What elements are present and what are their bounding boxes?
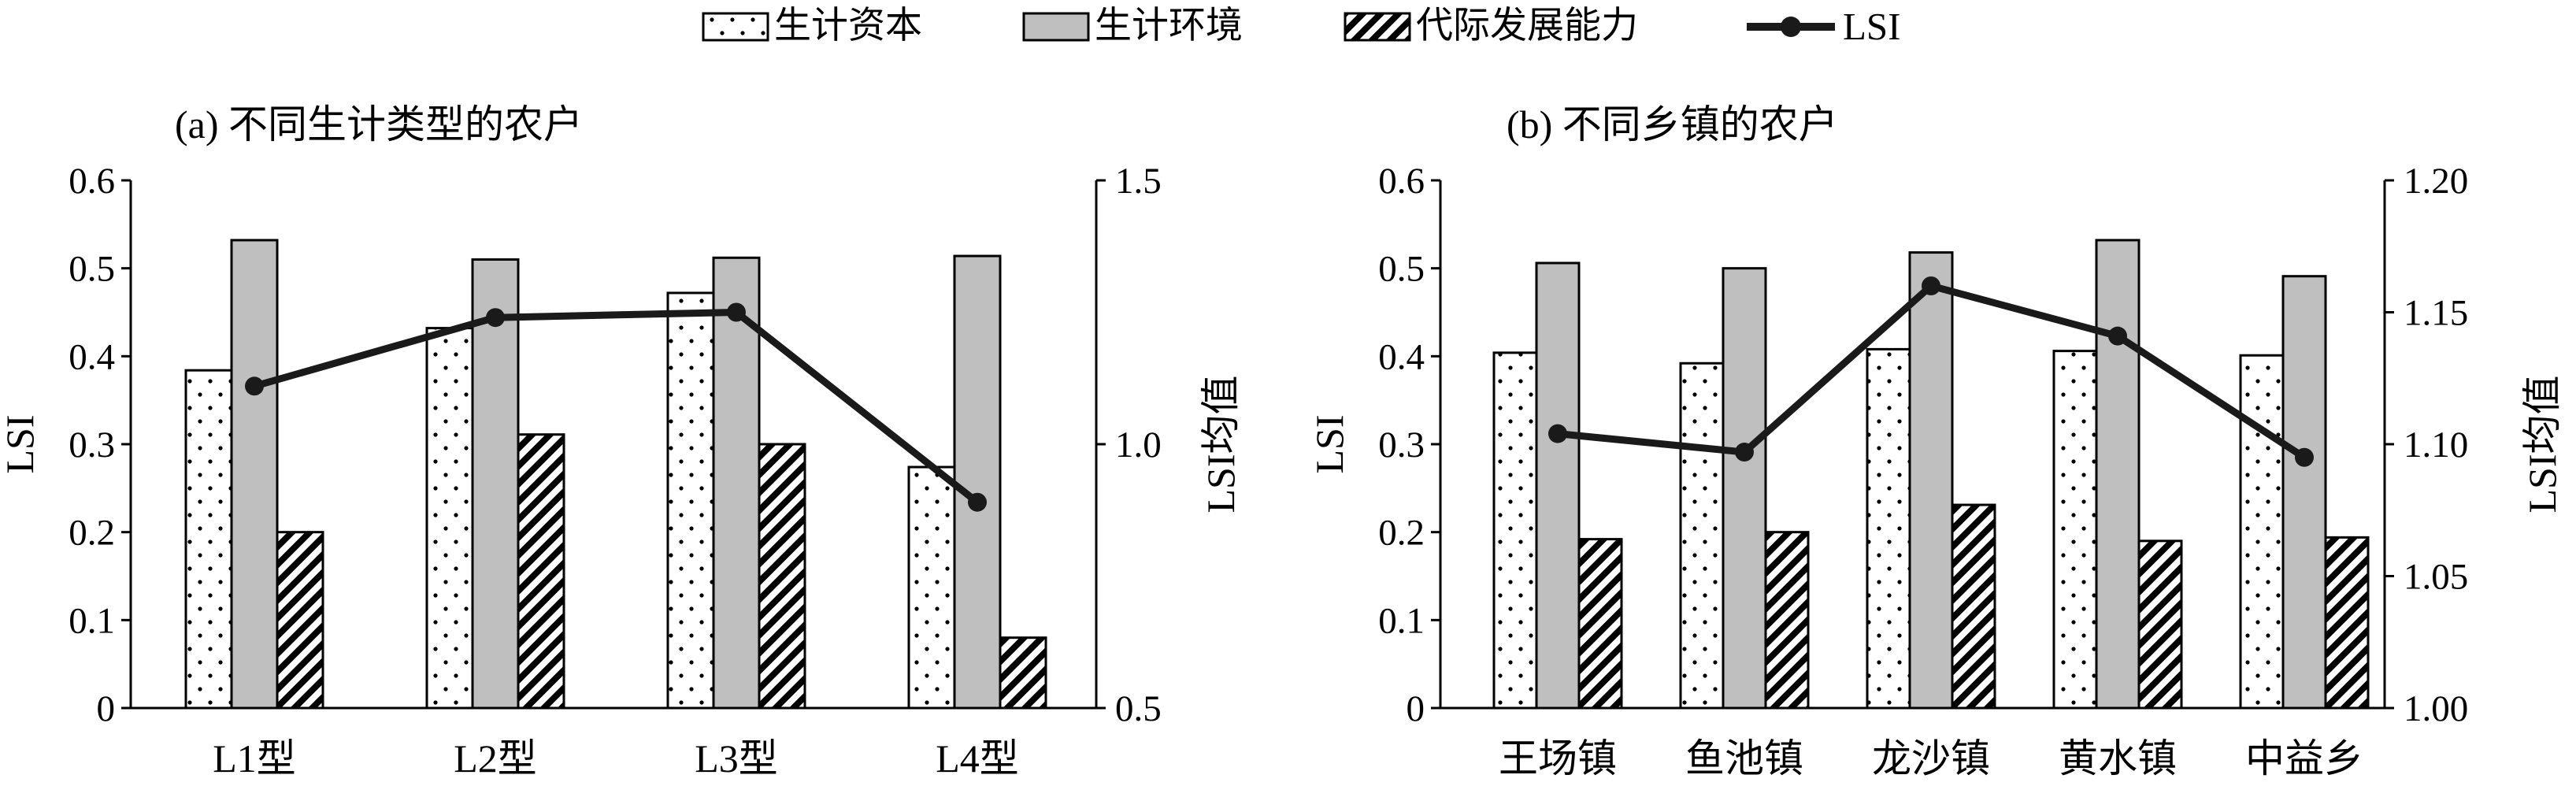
legend-label-intergenerational: 代际发展能力 bbox=[1416, 6, 1638, 46]
y2-tick-label: 1.15 bbox=[2404, 293, 2468, 334]
legend-label-capital: 生计资本 bbox=[774, 6, 922, 46]
legend-item-lsi: LSI bbox=[1747, 5, 1901, 48]
y-tick-label: 0.3 bbox=[1378, 425, 1425, 465]
legend-swatch-intergenerational bbox=[1344, 12, 1411, 42]
legend-label-lsi: LSI bbox=[1843, 5, 1901, 48]
x-tick-label: 王场镇 bbox=[1499, 736, 1617, 780]
y-tick-label: 0.3 bbox=[69, 425, 115, 465]
y2-tick-label: 1.10 bbox=[2404, 425, 2468, 465]
bar-intergenerational bbox=[517, 433, 565, 710]
bar-capital bbox=[2239, 354, 2285, 710]
bar-capital bbox=[1679, 361, 1725, 710]
y-tick-label: 0.1 bbox=[69, 600, 115, 641]
bar-intergenerational bbox=[1951, 503, 1996, 710]
y-tick-label: 0.4 bbox=[1378, 336, 1425, 377]
y2-tick-label: 1.5 bbox=[1115, 161, 1162, 202]
bar-environment bbox=[712, 256, 761, 710]
legend-item-intergenerational: 代际发展能力 bbox=[1344, 6, 1638, 46]
legend-lsi-marker bbox=[1781, 17, 1801, 37]
x-tick-label: 黄水镇 bbox=[2059, 736, 2177, 780]
legend-item-capital: 生计资本 bbox=[702, 6, 922, 46]
bar-intergenerational bbox=[2137, 539, 2183, 710]
bar-intergenerational bbox=[276, 531, 324, 710]
lsi-point bbox=[1548, 424, 1567, 443]
bar-capital bbox=[1866, 347, 1911, 710]
bar-intergenerational bbox=[1764, 531, 1810, 710]
lsi-point bbox=[2108, 326, 2127, 346]
y-axis-label: LSI bbox=[1307, 415, 1351, 474]
bar-environment bbox=[953, 254, 1002, 710]
bar-environment bbox=[1722, 267, 1767, 710]
chart-panel-a: (a) 不同生计类型的农户 L1型 L2型 L3型 L4型 0 0.1 0.2 0.3 0.4 0.… bbox=[0, 102, 1243, 780]
lsi-point bbox=[1922, 276, 1940, 295]
lsi-line bbox=[253, 309, 980, 506]
y-tick-label: 0.1 bbox=[1378, 600, 1425, 641]
x-tick-label: 龙沙镇 bbox=[1872, 736, 1990, 780]
lsi-point bbox=[486, 308, 505, 328]
bar-intergenerational bbox=[1577, 538, 1623, 710]
bar-intergenerational bbox=[758, 443, 806, 710]
lsi-point bbox=[245, 376, 264, 396]
bar-capital bbox=[1492, 351, 1538, 710]
y-tick-label: 0 bbox=[97, 688, 116, 729]
bar-capital bbox=[907, 465, 956, 710]
y-tick-label: 0.4 bbox=[69, 336, 115, 377]
legend-swatch-environment bbox=[1022, 12, 1090, 42]
y2-tick-label: 1.20 bbox=[2404, 161, 2468, 202]
y-tick-label: 0 bbox=[1407, 688, 1425, 729]
bar-intergenerational bbox=[999, 636, 1047, 710]
y-tick-label: 0.6 bbox=[1378, 161, 1425, 202]
y2-tick-label: 0.5 bbox=[1115, 688, 1162, 729]
y-tick-label: 0.5 bbox=[69, 249, 115, 290]
bar-capital bbox=[184, 369, 233, 710]
bar-capital bbox=[666, 291, 715, 710]
x-tick-label: L3型 bbox=[695, 736, 778, 780]
y-tick-label: 0.2 bbox=[69, 513, 115, 554]
lsi-point bbox=[1735, 443, 1754, 462]
y2-axis-label: LSI均值 bbox=[1199, 376, 1243, 513]
y-axis-label: LSI bbox=[0, 415, 42, 474]
x-tick-label: 中益乡 bbox=[2245, 736, 2363, 780]
bar-environment bbox=[230, 239, 279, 710]
legend-item-environment: 生计环境 bbox=[1022, 6, 1243, 46]
x-tick-label: L1型 bbox=[213, 736, 296, 780]
lsi-point bbox=[727, 302, 746, 322]
chart-title: (b) 不同乡镇的农户 bbox=[1507, 102, 1838, 146]
bar-environment bbox=[1908, 251, 1954, 710]
lsi-point bbox=[2295, 447, 2314, 467]
y2-tick-label: 1.00 bbox=[2404, 688, 2468, 729]
chart-title: (a) 不同生计类型的农户 bbox=[175, 102, 583, 146]
legend-label-environment: 生计环境 bbox=[1095, 6, 1243, 46]
y2-axis-label: LSI均值 bbox=[2520, 376, 2564, 513]
legend-swatch-capital bbox=[702, 12, 769, 42]
bar-environment bbox=[2095, 239, 2140, 710]
y-tick-label: 0.2 bbox=[1378, 513, 1425, 554]
bar-capital bbox=[425, 327, 474, 710]
y-tick-label: 0.6 bbox=[69, 161, 115, 202]
bar-environment bbox=[2281, 275, 2327, 710]
y2-tick-label: 1.05 bbox=[2404, 557, 2468, 598]
x-tick-label: L4型 bbox=[936, 736, 1019, 780]
bar-capital bbox=[2052, 350, 2098, 710]
lsi-point bbox=[968, 492, 987, 512]
x-tick-label: L2型 bbox=[454, 736, 537, 780]
bar-environment bbox=[1535, 261, 1581, 710]
bar-intergenerational bbox=[2324, 536, 2370, 710]
y-tick-label: 0.5 bbox=[1378, 249, 1425, 290]
x-tick-label: 鱼池镇 bbox=[1685, 736, 1803, 780]
y2-tick-label: 1.0 bbox=[1115, 425, 1162, 465]
